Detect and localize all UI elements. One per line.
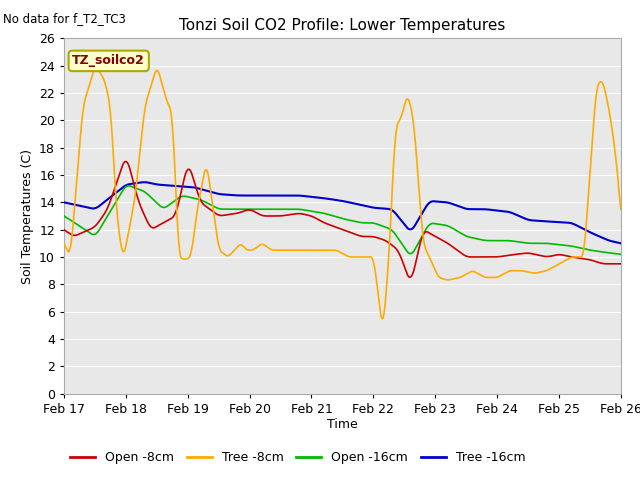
Text: No data for f_T2_TC3: No data for f_T2_TC3 bbox=[3, 12, 126, 25]
Y-axis label: Soil Temperatures (C): Soil Temperatures (C) bbox=[20, 148, 33, 284]
Text: TZ_soilco2: TZ_soilco2 bbox=[72, 54, 145, 67]
Legend: Open -8cm, Tree -8cm, Open -16cm, Tree -16cm: Open -8cm, Tree -8cm, Open -16cm, Tree -… bbox=[65, 446, 530, 469]
Title: Tonzi Soil CO2 Profile: Lower Temperatures: Tonzi Soil CO2 Profile: Lower Temperatur… bbox=[179, 18, 506, 33]
X-axis label: Time: Time bbox=[327, 419, 358, 432]
